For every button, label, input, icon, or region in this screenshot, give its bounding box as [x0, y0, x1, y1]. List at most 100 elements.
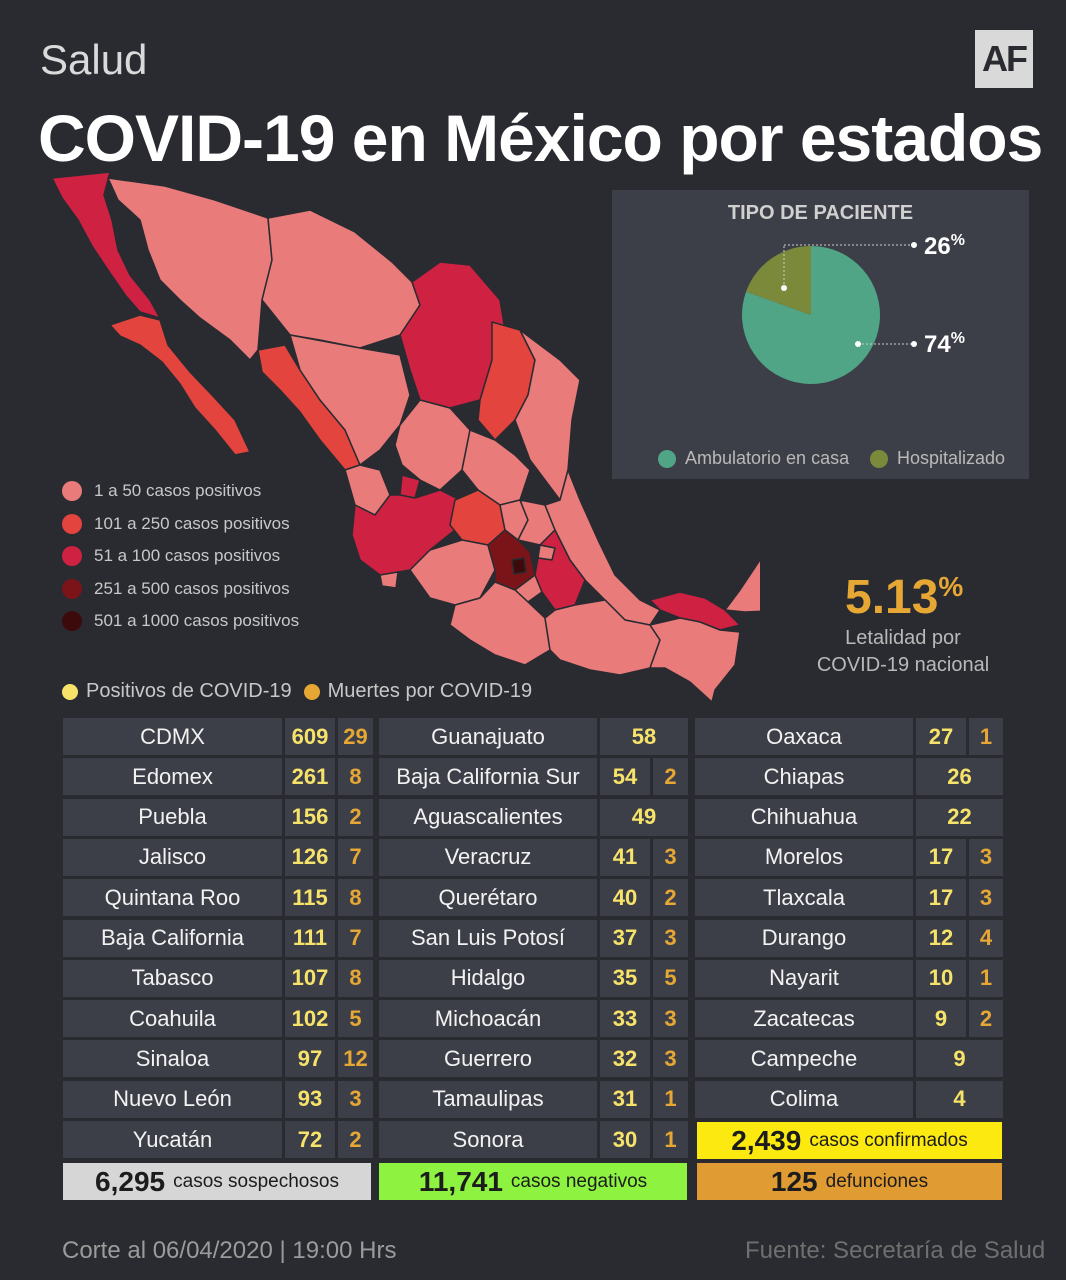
- patient-type-title: TIPO DE PACIENTE: [727, 202, 914, 224]
- positive-count: 111: [285, 919, 335, 957]
- positive-count: 102: [285, 1000, 335, 1038]
- legend-item: 1 a 50 casos positivos: [62, 475, 299, 508]
- positive-count: 35: [600, 959, 650, 997]
- positive-count: 17: [916, 879, 966, 917]
- total-suspected: 6,295 casos sospechosos: [63, 1163, 371, 1200]
- state-name: Oaxaca: [695, 718, 913, 755]
- state-name: Chihuahua: [695, 798, 913, 836]
- state-name: Durango: [695, 919, 913, 957]
- death-count: 4: [969, 919, 1003, 957]
- state-name: Nayarit: [695, 959, 913, 997]
- positive-count: 33: [600, 1000, 650, 1038]
- death-count: 2: [338, 1121, 373, 1158]
- map-state-baja-california-sur: [109, 314, 251, 456]
- map-state-zacatecas: [394, 399, 471, 491]
- positive-count: 609: [285, 718, 335, 755]
- state-name: Nuevo León: [63, 1080, 282, 1118]
- map-state-aguascalientes: [399, 474, 421, 499]
- state-name: Tlaxcala: [695, 879, 913, 917]
- positive-count: 10: [916, 959, 966, 997]
- death-count: 1: [653, 1080, 688, 1118]
- positive-count: 93: [285, 1080, 335, 1118]
- state-name: Querétaro: [379, 879, 597, 917]
- state-name: Veracruz: [379, 838, 597, 876]
- positive-count: 115: [285, 879, 335, 917]
- pct-hospitalizado: 26%: [924, 232, 965, 260]
- state-name: Tabasco: [63, 959, 282, 997]
- positive-count: 22: [916, 798, 1003, 836]
- positive-count: 32: [600, 1040, 650, 1078]
- death-count: 29: [338, 718, 373, 755]
- positive-count: 72: [285, 1121, 335, 1158]
- map-legend: 1 a 50 casos positivos 101 a 250 casos p…: [62, 475, 299, 638]
- map-state-chihuahua: [261, 209, 421, 349]
- state-name: Quintana Roo: [63, 879, 282, 917]
- state-name: Aguascalientes: [379, 798, 597, 836]
- lethality-label: Letalidad por COVID-19 nacional: [816, 627, 990, 676]
- patient-type-panel: TIPO DE PACIENTE 26% 74% Ambulatorio en …: [612, 190, 1029, 479]
- positive-count: 17: [916, 838, 966, 876]
- positive-count: 156: [285, 798, 335, 836]
- positive-count: 58: [600, 718, 688, 755]
- positive-count: 41: [600, 838, 650, 876]
- map-state-sonora: [107, 177, 273, 361]
- death-count: 12: [338, 1040, 373, 1078]
- state-name: Colima: [695, 1080, 913, 1118]
- death-count: 3: [969, 838, 1003, 876]
- death-count: 3: [653, 838, 688, 876]
- map-state-colima: [379, 571, 399, 589]
- state-name: Tamaulipas: [379, 1080, 597, 1118]
- state-name: Sonora: [379, 1121, 597, 1158]
- pie-legend-hospitalizado: Hospitalizado: [870, 448, 1005, 469]
- positive-count: 97: [285, 1040, 335, 1078]
- state-name: Edomex: [63, 758, 282, 796]
- death-count: 5: [653, 959, 688, 997]
- patient-type-pie: [742, 242, 917, 384]
- map-state-baja-california: [51, 171, 161, 319]
- positive-count: 9: [916, 1040, 1003, 1078]
- legend-item: 101 a 250 casos positivos: [62, 508, 299, 541]
- section-label: Salud: [40, 36, 148, 83]
- positive-count: 30: [600, 1121, 650, 1158]
- state-name: Zacatecas: [695, 1000, 913, 1038]
- positive-count: 27: [916, 718, 966, 755]
- death-count: 3: [338, 1080, 373, 1118]
- state-name: Guanajuato: [379, 718, 597, 755]
- map-state-puebla: [534, 529, 586, 611]
- death-count: 2: [653, 879, 688, 917]
- positive-count: 40: [600, 879, 650, 917]
- map-state-chiapas: [649, 617, 741, 703]
- death-count: 1: [969, 959, 1003, 997]
- state-name: Guerrero: [379, 1040, 597, 1078]
- positive-count: 107: [285, 959, 335, 997]
- death-count: 5: [338, 1000, 373, 1038]
- legend-item: 51 a 100 casos positivos: [62, 540, 299, 573]
- state-name: Sinaloa: [63, 1040, 282, 1078]
- page-title: COVID-19 en México por estados: [38, 101, 1043, 175]
- death-count: 3: [653, 919, 688, 957]
- key-positives: Positivos de COVID-19 Muertes por COVID-…: [62, 680, 532, 703]
- death-count: 2: [338, 798, 373, 836]
- map-state-cdmx: [511, 557, 527, 575]
- state-name: Michoacán: [379, 1000, 597, 1038]
- af-logo: AF: [975, 30, 1033, 88]
- pct-ambulatorio: 74%: [924, 330, 965, 358]
- state-name: Baja California Sur: [379, 758, 597, 796]
- state-name: Chiapas: [695, 758, 913, 796]
- positive-count: 126: [285, 838, 335, 876]
- death-count: 2: [653, 758, 688, 796]
- positive-count: 12: [916, 919, 966, 957]
- death-count: 2: [969, 1000, 1003, 1038]
- death-count: 1: [653, 1121, 688, 1158]
- positive-count: 31: [600, 1080, 650, 1118]
- pie-legend-ambulatorio: Ambulatorio en casa: [658, 448, 849, 469]
- positive-count: 54: [600, 758, 650, 796]
- mexico-map: [51, 171, 760, 703]
- state-name: CDMX: [63, 718, 282, 755]
- state-name: Jalisco: [63, 838, 282, 876]
- key-deaths: Muertes por COVID-19: [327, 680, 533, 702]
- positive-count: 4: [916, 1080, 1003, 1118]
- death-count: 8: [338, 879, 373, 917]
- total-negative: 11,741 casos negativos: [379, 1163, 687, 1200]
- state-name: Coahuila: [63, 1000, 282, 1038]
